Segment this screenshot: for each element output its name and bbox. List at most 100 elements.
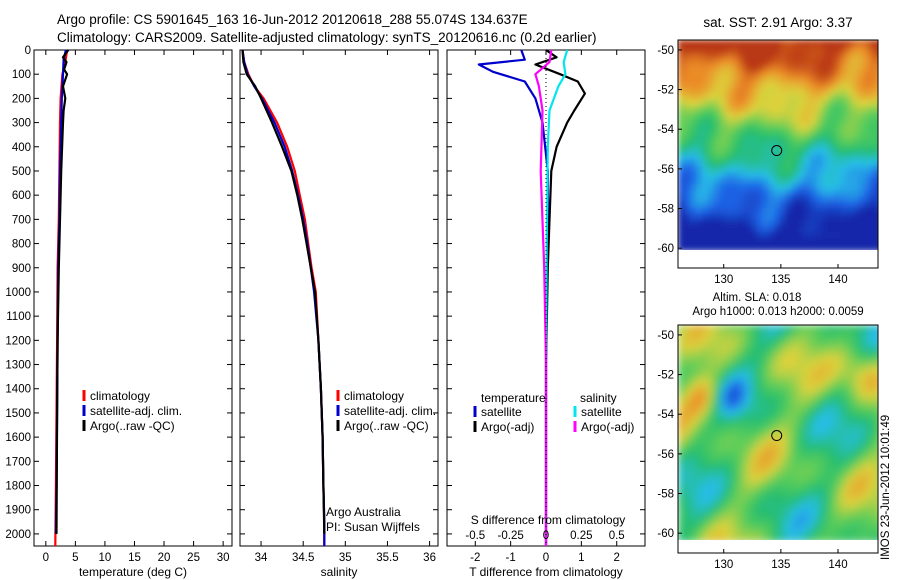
sla-cell bbox=[732, 427, 739, 434]
sst-cell bbox=[696, 58, 703, 65]
sst-cell bbox=[756, 112, 763, 119]
sla-cell bbox=[738, 415, 745, 422]
sla-cell bbox=[702, 445, 709, 452]
sla-cell bbox=[798, 493, 805, 500]
sst-cell bbox=[750, 160, 757, 167]
sst-cell bbox=[732, 46, 739, 53]
sla-cell bbox=[774, 433, 781, 440]
sla-cell bbox=[852, 415, 859, 422]
sst-cell bbox=[858, 202, 865, 209]
sst-cell bbox=[684, 196, 691, 203]
sst-cell bbox=[852, 196, 859, 203]
sst-cell bbox=[702, 238, 709, 245]
sst-cell bbox=[702, 94, 709, 101]
sst-cell bbox=[726, 226, 733, 233]
sla-cell bbox=[786, 433, 793, 440]
sst-cell bbox=[714, 214, 721, 221]
sla-cell bbox=[846, 445, 853, 452]
sla-cell bbox=[750, 397, 757, 404]
sla-cell bbox=[720, 337, 727, 344]
sla-cell bbox=[852, 535, 859, 540]
sst-cell bbox=[696, 118, 703, 125]
sst-cell bbox=[816, 226, 823, 233]
sst-cell bbox=[690, 214, 697, 221]
sla-cell bbox=[720, 445, 727, 452]
sla-cell bbox=[792, 505, 799, 512]
sst-cell bbox=[846, 58, 853, 65]
sla-cell bbox=[708, 529, 715, 536]
sst-cell bbox=[750, 76, 757, 83]
sst-cell bbox=[744, 112, 751, 119]
sst-cell bbox=[696, 40, 703, 47]
sst-cell bbox=[756, 82, 763, 89]
ytick-label: 400 bbox=[12, 142, 31, 154]
sst-cell bbox=[756, 70, 763, 77]
sst-cell bbox=[858, 136, 865, 143]
sst-cell bbox=[792, 46, 799, 53]
sst-cell bbox=[678, 130, 685, 137]
sst-cell bbox=[864, 142, 871, 149]
sla-cell bbox=[708, 331, 715, 338]
sst-cell bbox=[750, 220, 757, 227]
sst-cell bbox=[876, 172, 878, 179]
sla-cell bbox=[732, 487, 739, 494]
sst-cell bbox=[792, 244, 799, 250]
sla-cell bbox=[804, 337, 811, 344]
sla-cell bbox=[792, 463, 799, 470]
sla-cell bbox=[744, 481, 751, 488]
sst-cell bbox=[864, 58, 871, 65]
sst-cell bbox=[822, 214, 829, 221]
sla-cell bbox=[732, 403, 739, 410]
sst-cell bbox=[774, 64, 781, 71]
sla-cell bbox=[858, 337, 865, 344]
sst-cell bbox=[876, 100, 878, 107]
sst-cell bbox=[768, 238, 775, 245]
sla-cell bbox=[684, 469, 691, 476]
sla-cell bbox=[744, 457, 751, 464]
sst-cell bbox=[708, 154, 715, 161]
sla-cell bbox=[858, 331, 865, 338]
sla-cell bbox=[696, 505, 703, 512]
sla-cell bbox=[720, 343, 727, 350]
sst-cell bbox=[690, 118, 697, 125]
sst-cell bbox=[786, 106, 793, 113]
sst-cell bbox=[756, 220, 763, 227]
sst-cell bbox=[870, 58, 877, 65]
sst-cell bbox=[870, 220, 877, 227]
sst-cell bbox=[762, 130, 769, 137]
sla-cell bbox=[870, 523, 877, 530]
sst-cell bbox=[702, 136, 709, 143]
annotation-line: PI: Susan Wijffels bbox=[326, 520, 420, 534]
sla-cell bbox=[816, 493, 823, 500]
legend-label: Argo(-adj) bbox=[581, 420, 634, 434]
sst-cell bbox=[762, 202, 769, 209]
sla-cell bbox=[726, 427, 733, 434]
sst-cell bbox=[690, 202, 697, 209]
sla-cell bbox=[702, 505, 709, 512]
sst-cell bbox=[804, 58, 811, 65]
sst-cell bbox=[876, 202, 878, 209]
sla-cell bbox=[816, 481, 823, 488]
sla-cell bbox=[792, 499, 799, 506]
sla-cell bbox=[756, 535, 763, 540]
sst-cell bbox=[798, 166, 805, 173]
sla-cell bbox=[786, 475, 793, 482]
sst-cell bbox=[822, 106, 829, 113]
sst-cell bbox=[810, 148, 817, 155]
sla-cell bbox=[684, 397, 691, 404]
sla-cell bbox=[678, 391, 685, 398]
sla-cell bbox=[756, 355, 763, 362]
sla-cell bbox=[780, 511, 787, 518]
sla-cell bbox=[804, 325, 811, 332]
sla-cell bbox=[852, 373, 859, 380]
sst-cell bbox=[720, 148, 727, 155]
sst-cell bbox=[804, 124, 811, 131]
sla-cell bbox=[828, 463, 835, 470]
sst-cell bbox=[870, 244, 877, 250]
sla-cell bbox=[822, 499, 829, 506]
sst-cell bbox=[762, 142, 769, 149]
sla-cell bbox=[792, 361, 799, 368]
sst-cell bbox=[738, 196, 745, 203]
sst-cell bbox=[702, 178, 709, 185]
sla-cell bbox=[834, 445, 841, 452]
